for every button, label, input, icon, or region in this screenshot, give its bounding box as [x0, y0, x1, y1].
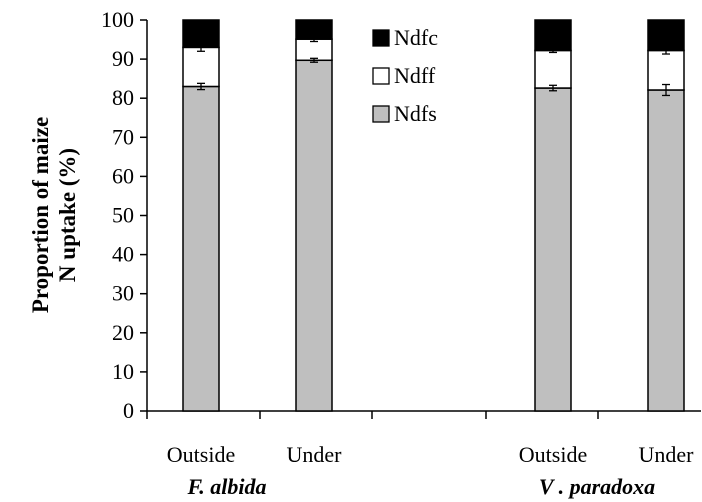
legend-label-ndfc: Ndfc [394, 25, 438, 50]
y-axis-title-line-2: N uptake (%) [55, 148, 80, 282]
y-tick-label-0: 0 [123, 398, 134, 423]
bar-ndfs-2 [295, 59, 333, 412]
legend-swatch-ndff [372, 67, 390, 85]
y-axis-title-line-1: Proportion of maize [28, 117, 53, 313]
error-bar-ndfs-3 [549, 84, 557, 92]
x-category-label-3: Outside [519, 442, 587, 467]
error-bar-ndfs-1 [197, 82, 205, 91]
y-tick-label-80: 80 [112, 85, 134, 110]
bar-ndff-3 [534, 49, 572, 89]
bar-ndfc-3 [534, 19, 572, 52]
error-bar-ndff-4 [662, 46, 670, 55]
y-tick-label-30: 30 [112, 281, 134, 306]
y-tick-label-10: 10 [112, 359, 134, 384]
y-tick-label-100: 100 [101, 7, 134, 32]
error-bar-ndfs-2 [310, 57, 318, 63]
y-tick-label-20: 20 [112, 320, 134, 345]
bar-ndfc-4 [647, 19, 685, 52]
bar-ndfs-4 [647, 89, 685, 412]
bar-ndfc-1 [182, 19, 220, 49]
y-tick-label-50: 50 [112, 203, 134, 228]
y-axis-title: Proportion of maize N uptake (%) [28, 117, 80, 313]
x-category-label-4: Under [639, 442, 695, 467]
bar-ndff-2 [295, 38, 333, 62]
bar-ndfs-3 [534, 87, 572, 412]
error-bar-ndff-2 [310, 36, 318, 43]
x-category-label-1: Outside [167, 442, 235, 467]
bar-ndff-1 [182, 46, 220, 88]
legend-swatch-ndfs [372, 105, 390, 123]
x-category-label-2: Under [287, 442, 343, 467]
plot-area: 0 10 20 30 40 50 60 70 80 90 100 Outside Under Outsid… [101, 7, 701, 499]
bar-ndfs-1 [182, 85, 220, 412]
x-group-label-1: F. albida [186, 474, 266, 499]
y-tick-label-90: 90 [112, 46, 134, 71]
legend: Ndfc Ndff Ndfs [372, 25, 438, 126]
legend-label-ndff: Ndff [394, 63, 436, 88]
legend-swatch-ndfc [372, 29, 390, 47]
legend-label-ndfs: Ndfs [394, 101, 437, 126]
y-tick-label-40: 40 [112, 242, 134, 267]
y-tick-label-60: 60 [112, 163, 134, 188]
error-bar-ndff-3 [549, 47, 557, 54]
x-group-label-2: V . paradoxa [539, 474, 655, 499]
y-tick-label-70: 70 [112, 124, 134, 149]
error-bar-ndfs-4 [662, 83, 670, 97]
error-bar-ndff-1 [197, 42, 205, 52]
